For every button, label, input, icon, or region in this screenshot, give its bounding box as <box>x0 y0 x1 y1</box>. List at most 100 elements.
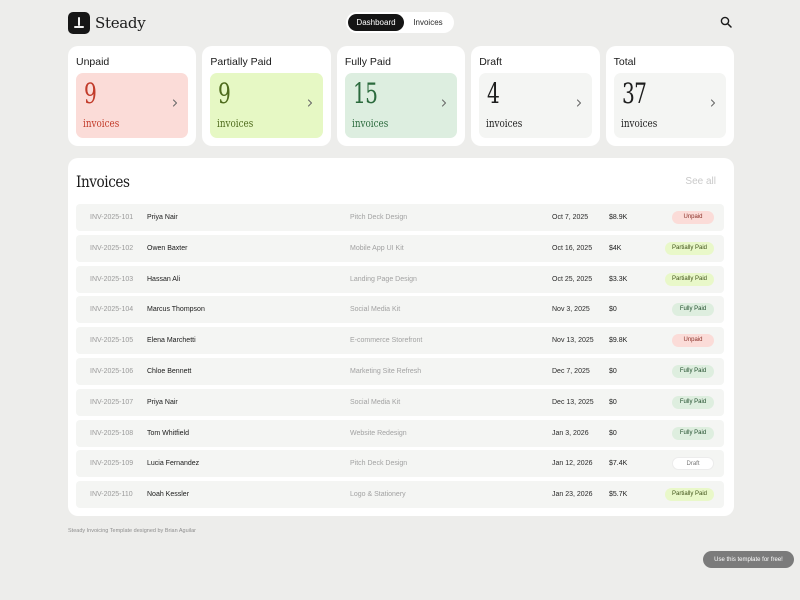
logo[interactable]: Steady <box>68 12 146 34</box>
chevron-right-icon <box>307 99 312 107</box>
invoice-id: INV-2025-104 <box>90 306 134 314</box>
summary-card-unit: invoices <box>486 117 523 130</box>
summary-card-unit: invoices <box>620 117 657 130</box>
summary-card-count: 9 <box>84 77 97 110</box>
invoice-amount: $9.8K <box>609 337 628 345</box>
project-name: Landing Page Design <box>350 275 417 283</box>
summary-card-link[interactable]: 4 invoices <box>479 73 592 138</box>
summary-card-title: Fully Paid <box>344 56 391 68</box>
summary-card-title: Total <box>613 56 636 68</box>
invoice-date: Dec 13, 2025 <box>552 398 594 406</box>
status-badge: Fully Paid <box>672 364 714 378</box>
client-name: Noah Kessler <box>147 491 190 499</box>
project-name: Pitch Deck Design <box>350 460 408 468</box>
invoice-amount: $0 <box>609 306 617 314</box>
use-template-button[interactable]: Use this template for free! <box>703 551 794 568</box>
tab-invoices[interactable]: Invoices <box>413 18 443 27</box>
logo-icon <box>68 12 90 34</box>
invoice-date: Nov 13, 2025 <box>552 337 594 345</box>
status-badge: Partially Paid <box>664 241 714 255</box>
app-name: Steady <box>95 14 146 32</box>
invoice-id: INV-2025-105 <box>90 337 134 345</box>
invoice-id: INV-2025-110 <box>90 491 133 499</box>
table-row[interactable]: INV-2025-101 Priya Nair Pitch Deck Design O… <box>76 204 724 231</box>
status-badge: Partially Paid <box>664 272 714 286</box>
summary-card-draft: Draft 4 invoices <box>471 46 600 146</box>
client-name: Owen Baxter <box>147 244 188 252</box>
chevron-right-icon <box>710 99 716 107</box>
project-name: E-commerce Storefront <box>350 337 423 345</box>
table-row[interactable]: INV-2025-103 Hassan Ali Landing Page Desig… <box>76 265 724 293</box>
summary-card-count: 37 <box>621 77 647 110</box>
status-badge: Fully Paid <box>672 303 714 317</box>
summary-card-unit: invoices <box>351 117 389 130</box>
invoice-date: Oct 16, 2025 <box>552 244 593 252</box>
table-row[interactable]: INV-2025-108 Tom Whitfield Website Redesig… <box>76 419 724 447</box>
status-badge: Fully Paid <box>672 426 714 440</box>
invoice-date: Jan 3, 2026 <box>552 429 589 437</box>
invoice-amount: $4K <box>609 244 622 252</box>
project-name: Social Media Kit <box>350 306 401 314</box>
tab-dashboard[interactable]: Dashboard <box>348 14 404 31</box>
invoice-id: INV-2025-108 <box>90 429 134 437</box>
summary-card-title: Draft <box>479 56 502 68</box>
chevron-right-icon <box>442 99 447 107</box>
table-row[interactable]: INV-2025-104 Marcus Thompson Social Media … <box>76 296 724 324</box>
summary-card-link[interactable]: 37 invoices <box>613 73 727 138</box>
invoice-amount: $0 <box>609 429 617 437</box>
table-row[interactable]: INV-2025-102 Owen Baxter Mobile App UI Kit… <box>76 234 724 262</box>
summary-card-link[interactable]: 9 invoices <box>76 73 189 138</box>
project-name: Pitch Deck Design <box>350 214 408 221</box>
client-name: Tom Whitfield <box>147 429 190 437</box>
summary-card-unpaid: Unpaid 9 invoices <box>68 46 197 146</box>
table-row[interactable]: INV-2025-109 Lucia Fernandez Pitch Deck De… <box>76 450 724 478</box>
summary-cards: Unpaid 9 invoices Partially Paid 9 invoices Fu… <box>68 46 735 146</box>
invoice-amount: $3.3K <box>609 275 628 283</box>
table-row[interactable]: INV-2025-106 Chloe Bennett Marketing Site … <box>76 357 724 385</box>
project-name: Mobile App UI Kit <box>350 244 404 252</box>
invoice-id: INV-2025-103 <box>90 275 134 283</box>
client-name: Chloe Bennett <box>147 367 192 375</box>
status-badge: Draft <box>672 457 714 471</box>
table-row[interactable]: INV-2025-110 Noah Kessler Logo & Stationer… <box>76 481 724 509</box>
status-badge: Unpaid <box>672 211 714 224</box>
search-icon[interactable] <box>720 16 732 28</box>
project-name: Website Redesign <box>350 429 407 437</box>
invoice-date: Jan 12, 2026 <box>552 460 593 468</box>
invoice-amount: $5.7K <box>609 491 628 499</box>
summary-card-link[interactable]: 15 invoices <box>344 73 458 138</box>
invoice-date: Dec 7, 2025 <box>552 367 590 375</box>
footer-credit: Steady Invoicing Template designed by Br… <box>68 528 197 534</box>
table-row[interactable]: INV-2025-105 Elena Marchetti E-commerce St… <box>76 327 724 355</box>
table-row[interactable]: INV-2025-107 Priya Nair Social Media Kit De… <box>76 388 724 416</box>
summary-card-count: 9 <box>218 77 231 110</box>
project-name: Social Media Kit <box>350 398 401 406</box>
summary-card-total: Total 37 invoices <box>605 46 735 146</box>
status-badge: Fully Paid <box>672 395 714 409</box>
invoice-amount: $8.9K <box>609 214 628 221</box>
see-all-link[interactable]: See all <box>685 176 716 187</box>
status-badge: Partially Paid <box>664 488 714 502</box>
summary-card-partially-paid: Partially Paid 9 invoices <box>202 46 331 146</box>
summary-card-count: 4 <box>487 77 500 110</box>
invoice-list: INV-2025-101 Priya Nair Pitch Deck Design O… <box>76 204 724 512</box>
summary-card-link[interactable]: 9 invoices <box>210 73 323 138</box>
client-name: Priya Nair <box>147 214 178 221</box>
invoice-amount: $0 <box>609 367 617 375</box>
summary-card-fully-paid: Fully Paid 15 invoices <box>336 46 466 146</box>
invoice-date: Nov 3, 2025 <box>552 306 590 314</box>
client-name: Lucia Fernandez <box>147 460 200 468</box>
client-name: Priya Nair <box>147 398 178 406</box>
invoice-id: INV-2025-106 <box>90 367 134 375</box>
summary-card-count: 15 <box>352 77 378 110</box>
project-name: Marketing Site Refresh <box>350 367 422 375</box>
project-name: Logo & Stationery <box>350 491 406 499</box>
chevron-right-icon <box>576 99 581 107</box>
invoice-id: INV-2025-102 <box>90 244 134 252</box>
header: Steady Dashboard Invoices <box>68 12 734 34</box>
top-nav: Dashboard Invoices <box>346 12 454 33</box>
summary-card-unit: invoices <box>83 117 120 130</box>
invoice-amount: $7.4K <box>609 460 628 468</box>
chevron-right-icon <box>173 99 178 107</box>
client-name: Hassan Ali <box>147 275 181 283</box>
